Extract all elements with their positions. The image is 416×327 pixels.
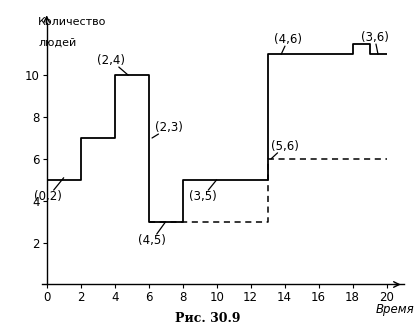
Text: Количество: Количество xyxy=(38,17,106,26)
Text: (4,6): (4,6) xyxy=(274,33,302,54)
Text: людей: людей xyxy=(38,38,77,47)
Text: (3,5): (3,5) xyxy=(189,180,217,203)
Text: (5,6): (5,6) xyxy=(271,140,299,159)
Text: (0,2): (0,2) xyxy=(35,178,64,203)
Text: Рис. 30.9: Рис. 30.9 xyxy=(175,312,241,325)
Text: Время: Время xyxy=(376,303,414,316)
Text: (4,5): (4,5) xyxy=(138,222,166,247)
Text: (3,6): (3,6) xyxy=(361,31,389,54)
Text: (2,3): (2,3) xyxy=(152,121,183,138)
Text: (2,4): (2,4) xyxy=(97,54,128,75)
